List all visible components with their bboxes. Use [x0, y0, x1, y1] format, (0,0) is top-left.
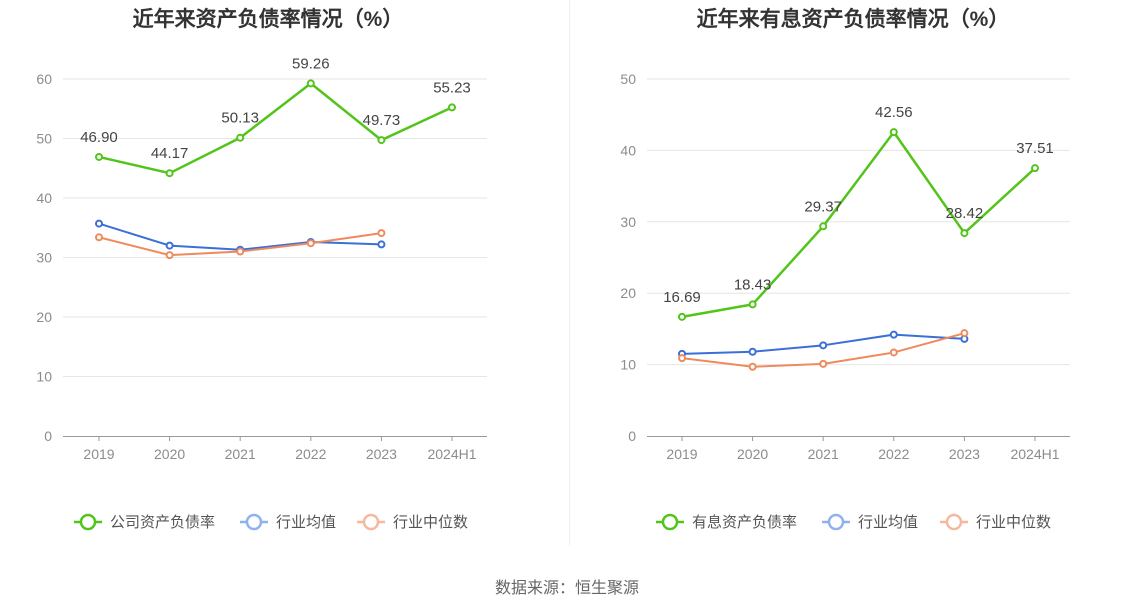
data-point-company — [448, 103, 456, 112]
x-tick-label: 2023 — [949, 446, 980, 462]
x-tick-label: 2024H1 — [427, 446, 476, 462]
data-point-company — [377, 136, 386, 145]
data-point-median — [678, 354, 686, 363]
x-tick-label: 2022 — [295, 446, 326, 462]
data-point-median — [236, 247, 245, 256]
data-label: 46.90 — [80, 129, 118, 146]
y-tick-label: 40 — [620, 142, 636, 158]
y-tick-label: 50 — [620, 71, 636, 87]
y-tick-label: 50 — [36, 131, 52, 147]
data-point-company — [165, 169, 174, 178]
x-tick-label: 2020 — [737, 446, 768, 462]
data-label: 28.42 — [946, 205, 984, 222]
series-line-company — [98, 82, 453, 175]
legend-label: 公司资产负债率 — [110, 514, 215, 531]
data-point-median — [819, 359, 828, 368]
data-point-company — [889, 128, 898, 137]
x-tick-label: 2021 — [225, 446, 256, 462]
data-point-median — [377, 229, 386, 238]
data-point-avg — [889, 330, 898, 339]
data-point-avg — [748, 347, 757, 356]
data-label: 42.56 — [875, 104, 913, 121]
data-point-avg — [819, 341, 828, 350]
data-label: 59.26 — [292, 55, 330, 72]
data-point-company — [678, 312, 686, 321]
chart-title: 近年来有息资产负债率情况（%） — [697, 7, 1010, 31]
data-point-company — [819, 222, 828, 231]
data-point-avg — [165, 241, 174, 250]
data-point-avg — [377, 240, 386, 249]
chart-1: 近年来资产负债率情况（%） 0 10 20 30 40 50 60 2019 2020 2021 20… — [36, 7, 487, 531]
y-tick-label: 0 — [628, 428, 636, 444]
y-tick-label: 20 — [36, 309, 52, 325]
y-tick-label: 10 — [36, 369, 52, 385]
data-label: 29.37 — [804, 198, 842, 215]
legend-label: 行业中位数 — [976, 514, 1051, 531]
y-tick-label: 30 — [620, 214, 636, 230]
data-point-company — [95, 152, 103, 161]
data-point-median — [960, 329, 969, 338]
y-tick-label: 10 — [620, 357, 636, 373]
series-line-company — [681, 130, 1036, 319]
x-tick-label: 2022 — [878, 446, 909, 462]
legend: 公司资产负债率 行业均值 行业中位数 — [74, 513, 468, 531]
data-point-median — [306, 239, 315, 248]
data-point-company — [960, 229, 969, 238]
data-point-company — [1031, 164, 1039, 173]
y-tick-label: 30 — [36, 250, 52, 266]
data-point-company — [306, 79, 315, 88]
data-point-company — [748, 300, 757, 309]
x-tick-label: 2024H1 — [1010, 446, 1059, 462]
legend-swatch-marker — [79, 513, 97, 531]
y-tick-label: 0 — [44, 428, 52, 444]
data-point-median — [748, 362, 757, 371]
y-tick-label: 20 — [620, 285, 636, 301]
data-label: 37.51 — [1016, 140, 1054, 157]
y-tick-label: 60 — [36, 71, 52, 87]
x-tick-label: 2019 — [666, 446, 697, 462]
data-label: 44.17 — [151, 145, 189, 162]
legend-swatch-marker — [661, 513, 679, 531]
legend-swatch-marker — [827, 513, 845, 531]
x-tick-label: 2020 — [154, 446, 185, 462]
legend-swatch-marker — [362, 513, 380, 531]
y-tick-label: 40 — [36, 190, 52, 206]
data-point-median — [95, 233, 103, 242]
data-point-company — [236, 133, 245, 142]
legend-swatch-marker — [945, 513, 963, 531]
legend-swatch-marker — [245, 513, 263, 531]
legend-label: 行业均值 — [276, 514, 336, 531]
x-tick-label: 2023 — [366, 446, 397, 462]
legend: 有息资产负债率 行业均值 行业中位数 — [656, 513, 1051, 531]
x-tick-label: 2019 — [83, 446, 114, 462]
chart-2: 近年来有息资产负债率情况（%） 0 10 20 30 40 50 2019 2020 2021 20… — [620, 7, 1070, 531]
legend-label: 有息资产负债率 — [692, 514, 797, 531]
data-point-median — [889, 348, 898, 357]
legend-label: 行业均值 — [858, 514, 918, 531]
data-point-avg — [95, 219, 103, 228]
chart-title: 近年来资产负债率情况（%） — [133, 7, 404, 31]
data-label: 16.69 — [663, 289, 701, 306]
data-label: 55.23 — [433, 79, 471, 96]
data-point-median — [165, 251, 174, 260]
legend-label: 行业中位数 — [393, 514, 468, 531]
x-tick-label: 2021 — [808, 446, 839, 462]
data-label: 50.13 — [221, 110, 259, 127]
data-label: 49.73 — [363, 112, 401, 129]
data-source-note: 数据来源：恒生聚源 — [494, 580, 639, 597]
data-label: 18.43 — [734, 276, 772, 293]
